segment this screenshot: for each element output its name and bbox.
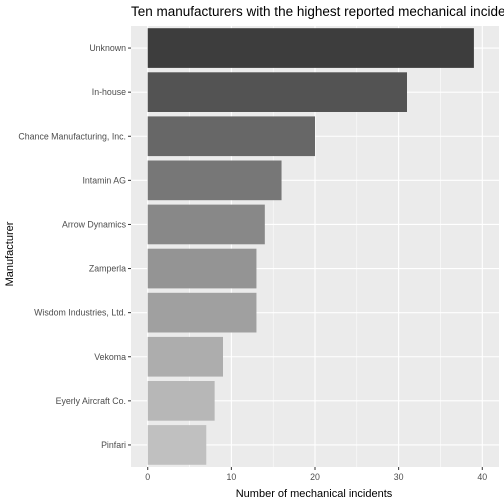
y-tick-label: In-house — [92, 87, 126, 97]
bar — [147, 381, 215, 421]
y-axis-title: Manufacturer — [4, 221, 16, 286]
bar — [147, 116, 315, 157]
x-tick-label: 20 — [310, 472, 320, 482]
y-tick-label: Chance Manufacturing, Inc. — [18, 131, 126, 141]
x-axis-title: Number of mechanical incidents — [236, 488, 393, 500]
bar — [147, 72, 407, 112]
bar — [147, 425, 207, 465]
bar — [147, 28, 474, 68]
x-tick-label: 30 — [394, 472, 404, 482]
y-tick-label: Zamperla — [89, 264, 126, 274]
bar — [147, 160, 282, 201]
chart-title: Ten manufacturers with the highest repor… — [131, 4, 504, 19]
x-tick-label: 0 — [145, 472, 150, 482]
y-tick-label: Eyerly Aircraft Co. — [56, 396, 126, 406]
bar — [147, 336, 223, 377]
bar — [147, 292, 257, 333]
bar — [147, 248, 257, 289]
y-tick-label: Wisdom Industries, Ltd. — [34, 308, 126, 318]
x-tick-label: 10 — [226, 472, 236, 482]
y-tick-label: Arrow Dynamics — [62, 219, 127, 229]
x-tick-label: 40 — [477, 472, 487, 482]
x-axis: 0 10 20 30 40 — [145, 467, 487, 482]
y-tick-label: Vekoma — [94, 352, 126, 362]
y-tick-label: Unknown — [89, 43, 126, 53]
bars — [147, 28, 474, 465]
y-tick-label: Pinfari — [101, 440, 126, 450]
y-axis: Unknown In-house Chance Manufacturing, Inc… — [18, 43, 131, 450]
y-tick-label: Intamin AG — [82, 175, 126, 185]
bar — [147, 204, 265, 245]
